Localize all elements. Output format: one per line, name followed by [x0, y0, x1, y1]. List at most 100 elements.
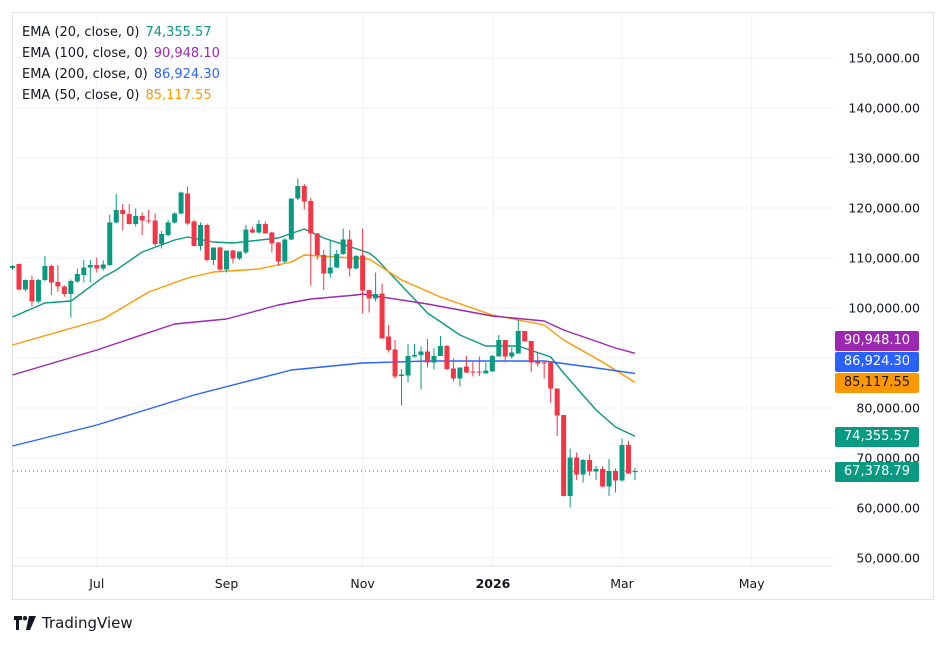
- candle: [366, 290, 372, 313]
- candle-body: [535, 361, 541, 364]
- candle: [185, 186, 191, 225]
- candle: [74, 268, 80, 283]
- candle: [470, 361, 476, 377]
- tradingview-logo[interactable]: TradingView: [14, 614, 133, 632]
- candle: [16, 263, 22, 291]
- candle: [146, 210, 152, 224]
- candle-body: [373, 294, 379, 299]
- candle-body: [457, 367, 463, 379]
- candle-body: [554, 388, 560, 416]
- candle: [386, 325, 392, 353]
- candle: [120, 204, 126, 231]
- candle: [567, 448, 573, 508]
- candle-body: [574, 457, 580, 475]
- candle-body: [152, 220, 158, 244]
- legend-value: 85,117.55: [145, 88, 212, 103]
- candle-body: [178, 192, 184, 214]
- candle: [236, 251, 242, 260]
- candle-body: [16, 264, 22, 290]
- candle-body: [159, 234, 165, 244]
- candle-body: [321, 255, 327, 274]
- candle: [10, 265, 15, 270]
- candle: [48, 264, 54, 295]
- y-tick-label: 50,000.00: [856, 551, 920, 566]
- candle: [613, 468, 619, 493]
- legend-ema50[interactable]: EMA (50, close, 0) 85,117.55: [22, 85, 220, 106]
- candle-body: [133, 216, 139, 224]
- candle-body: [68, 281, 74, 294]
- candle: [282, 238, 288, 263]
- candle-body: [48, 266, 54, 283]
- candle: [172, 212, 178, 224]
- tradingview-logo-icon: [14, 616, 36, 630]
- candle-body: [295, 186, 301, 199]
- candle-body: [567, 457, 573, 496]
- ema-line: [12, 360, 636, 447]
- candle: [561, 415, 567, 497]
- candle: [178, 191, 184, 215]
- candle: [379, 283, 385, 339]
- y-tick-label: 140,000.00: [848, 101, 920, 116]
- candle-body: [120, 210, 126, 214]
- candle: [373, 272, 379, 302]
- candle-body: [580, 460, 586, 475]
- candle-body: [360, 255, 366, 291]
- candle: [275, 242, 281, 266]
- candle-body: [308, 201, 314, 234]
- candle-body: [74, 274, 80, 282]
- candle: [476, 356, 482, 376]
- candle-body: [515, 331, 521, 354]
- candle-body: [275, 242, 281, 262]
- candle: [204, 223, 210, 262]
- candle: [632, 468, 638, 480]
- candle: [444, 345, 450, 370]
- candle-body: [172, 213, 178, 223]
- candle: [61, 285, 67, 297]
- candle-body: [431, 356, 437, 363]
- candle-body: [366, 290, 372, 299]
- candle: [600, 466, 606, 488]
- candle-body: [593, 469, 599, 472]
- legend-ema200[interactable]: EMA (200, close, 0) 86,924.30: [22, 64, 220, 85]
- candle: [133, 208, 139, 227]
- candle-body: [619, 445, 625, 481]
- candle: [100, 260, 106, 271]
- y-tick-label: 150,000.00: [848, 51, 920, 66]
- candle: [489, 355, 495, 372]
- y-tick-label: 80,000.00: [856, 401, 920, 416]
- candle-body: [243, 229, 249, 253]
- candle-body: [399, 374, 405, 376]
- candle-body: [379, 293, 385, 339]
- candle: [353, 255, 359, 270]
- candle-body: [548, 362, 554, 389]
- candle-body: [314, 233, 320, 255]
- candle: [548, 361, 554, 403]
- candle: [269, 231, 275, 253]
- legend-ema100[interactable]: EMA (100, close, 0) 90,948.10: [22, 43, 220, 64]
- candle-body: [587, 460, 593, 472]
- candle-body: [444, 346, 450, 369]
- candle-body: [223, 250, 229, 270]
- x-tick-label: Mar: [610, 576, 634, 591]
- candle: [139, 212, 145, 235]
- candle-body: [146, 220, 152, 222]
- candle-body: [502, 340, 508, 357]
- y-tick-label: 120,000.00: [848, 201, 920, 216]
- candle: [502, 340, 508, 363]
- candle: [528, 341, 534, 373]
- price-tag-ema100: 90,948.10: [835, 331, 919, 351]
- chart-frame: [12, 12, 934, 600]
- x-tick-label: Jul: [88, 576, 104, 591]
- candle: [606, 459, 612, 496]
- legend-ema20[interactable]: EMA (20, close, 0) 74,355.57: [22, 22, 220, 43]
- x-tick-label: May: [739, 576, 765, 591]
- candle: [217, 246, 223, 272]
- candle: [107, 214, 113, 266]
- candle-body: [198, 225, 204, 246]
- candle-body: [528, 341, 534, 363]
- price-tag-ema200: 86,924.30: [835, 352, 919, 372]
- candle: [159, 231, 165, 249]
- price-tag-last: 67,378.79: [835, 462, 919, 482]
- candle-body: [340, 239, 346, 254]
